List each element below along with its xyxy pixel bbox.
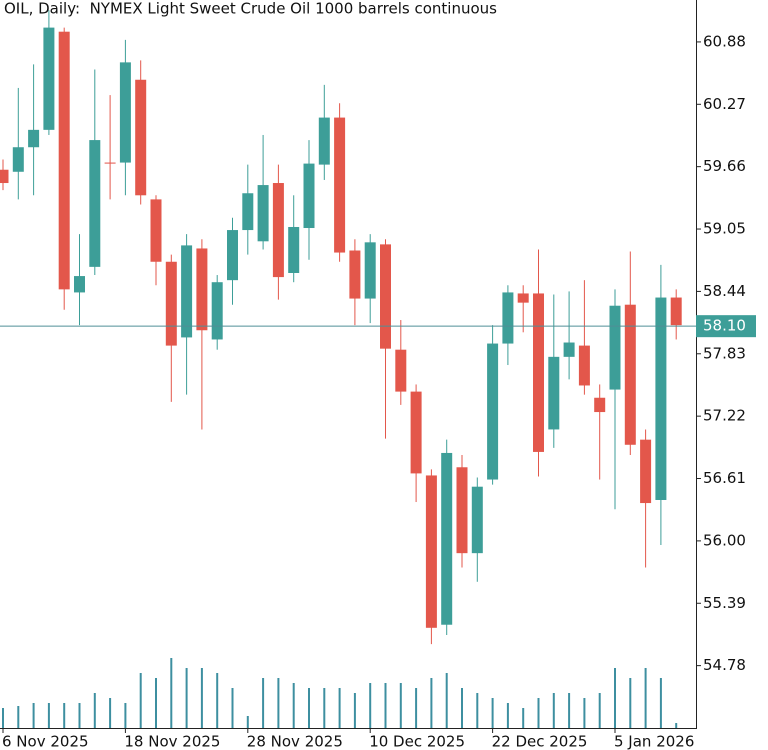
y-tick-label: 56.61	[703, 469, 746, 487]
y-tick-label: 60.88	[703, 32, 746, 50]
x-tick-label: 28 Nov 2025	[247, 733, 343, 750]
y-tick-label: 56.00	[703, 531, 746, 549]
candle-body	[211, 282, 223, 340]
candle-body	[43, 27, 55, 130]
candle-body	[227, 230, 238, 281]
candle-body	[624, 304, 636, 445]
last-price-label: 58.10	[703, 317, 746, 335]
candle-body	[150, 199, 162, 262]
candle-body	[89, 140, 101, 267]
candle-body	[74, 276, 85, 293]
candle-body	[609, 305, 621, 390]
candle-body	[380, 244, 391, 349]
y-tick-label: 58.44	[703, 282, 746, 300]
candle-body	[119, 62, 131, 163]
candle-body	[242, 193, 254, 231]
candle-body	[318, 117, 330, 165]
candle-body	[257, 185, 269, 242]
candle-body	[441, 452, 453, 625]
x-tick-label: 10 Dec 2025	[369, 733, 465, 750]
candle-body	[303, 163, 315, 229]
last-price-tag	[696, 315, 756, 338]
candle-body	[670, 297, 682, 326]
candle-body	[655, 297, 667, 500]
candle-body	[272, 183, 284, 278]
y-tick-label: 59.05	[703, 220, 746, 238]
candle-body	[563, 342, 575, 357]
x-tick-label: 22 Dec 2025	[492, 733, 588, 750]
candle-body	[104, 162, 116, 164]
candle-body	[456, 467, 468, 554]
candle-body	[578, 345, 590, 386]
y-tick-label: 59.66	[703, 157, 746, 175]
chart-title: OIL, Daily: NYMEX Light Sweet Crude Oil …	[4, 0, 497, 18]
candle-body	[502, 292, 514, 344]
candle-body	[410, 391, 422, 474]
y-tick-label: 54.78	[703, 656, 746, 674]
y-tick-label: 60.27	[703, 95, 746, 113]
candle-body	[594, 397, 606, 413]
y-tick-label: 55.39	[703, 594, 746, 612]
candle-body	[425, 475, 437, 628]
candle-body	[0, 169, 9, 184]
candle-body	[165, 261, 177, 346]
candle-body	[288, 226, 300, 273]
candle-body	[471, 486, 483, 554]
candle-body	[487, 343, 499, 480]
candle-body	[364, 242, 376, 299]
candle-body	[640, 439, 652, 504]
candle-body	[135, 79, 147, 196]
candle-body	[548, 356, 560, 430]
candle-body	[349, 250, 361, 299]
candle-body	[28, 129, 40, 148]
x-tick-label: 5 Jan 2026	[614, 733, 694, 750]
candle-body	[334, 117, 346, 253]
candle-body	[58, 31, 70, 290]
y-tick-label: 57.83	[703, 344, 746, 362]
x-tick-label: 18 Nov 2025	[124, 733, 220, 750]
candle-body	[533, 293, 544, 452]
y-tick-label: 57.22	[703, 407, 746, 425]
candle-body	[181, 245, 193, 338]
plot-area	[0, 10, 682, 728]
x-tick-label: 6 Nov 2025	[2, 733, 89, 750]
candle-body	[395, 349, 407, 392]
candle-body	[196, 248, 208, 331]
candle-body	[12, 147, 24, 172]
candle-body	[517, 293, 529, 303]
